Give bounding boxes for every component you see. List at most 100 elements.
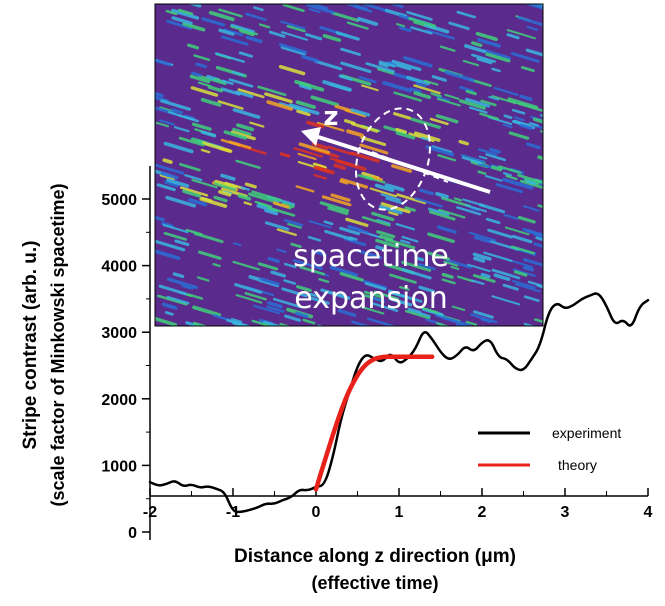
inset-stripe: [339, 272, 364, 282]
inset-stripe: [468, 331, 487, 337]
inset-stripe: [294, 79, 325, 92]
inset-stripe: [511, 108, 526, 115]
inset-stripe: [267, 256, 280, 263]
inset-border: [154, 3, 544, 327]
inset-stripe: [340, 47, 362, 56]
x-tick-label: 0: [312, 504, 321, 521]
inset-stripe: [264, 208, 279, 216]
inset-stripe: [316, 121, 345, 132]
y-tick-label: 1000: [101, 458, 137, 475]
inset-stripe: [174, 239, 190, 247]
inset-stripe: [479, 112, 499, 121]
inset-stripe: [445, 258, 472, 269]
inset-stripe: [477, 38, 501, 48]
inset-stripe: [339, 179, 349, 185]
inset-stripe: [430, 92, 442, 98]
inset-stripe: [281, 287, 308, 298]
inset-stripe: [187, 198, 208, 207]
series-group: [148, 292, 650, 514]
inset-stripe: [406, 10, 433, 21]
inset-stripe: [191, 178, 218, 189]
inset-stripe: [166, 295, 190, 305]
inset-stripe: [257, 85, 287, 97]
inset-stripe: [444, 93, 460, 100]
inset-stripe: [305, 4, 335, 15]
inset-stripe: [155, 59, 171, 67]
inset-stripe: [276, 248, 287, 254]
inset-stripe: [179, 186, 209, 197]
inset-stripe: [461, 156, 483, 165]
x-tick-label: 2: [478, 504, 487, 521]
inset-stripe: [297, 152, 317, 160]
inset-stripe: [328, 83, 351, 92]
inset-stripe: [159, 106, 175, 113]
inset-stripe: [294, 311, 309, 318]
inset-stripe: [217, 100, 244, 110]
inset-stripe: [279, 322, 292, 326]
inset-stripe: [243, 201, 252, 206]
inset-stripe: [395, 222, 416, 231]
inset-stripe: [232, 108, 261, 119]
inset-stripe: [465, 320, 478, 326]
inset-stripe: [350, 108, 371, 117]
inset-stripe: [306, 120, 325, 129]
inset-stripe: [441, 278, 456, 285]
inset-stripe: [439, 325, 444, 326]
inset-stripe: [473, 235, 492, 244]
inset-stripe: [232, 127, 252, 136]
inset-stripe: [364, 282, 387, 291]
inset-stripe: [471, 41, 483, 48]
inset-z-label: z: [323, 102, 338, 132]
inset-stripe: [526, 142, 541, 150]
inset-stripe: [408, 17, 437, 28]
inset-stripe: [213, 195, 228, 203]
inset-stripe: [308, 7, 321, 14]
inset-stripe: [493, 273, 511, 281]
inset-stripe: [374, 183, 395, 193]
inset-stripe: [350, 122, 379, 133]
inset-stripe: [155, 316, 178, 326]
inset-stripe: [298, 142, 331, 155]
inset-stripe: [502, 172, 512, 177]
inset-stripe: [401, 235, 419, 243]
inset-arrow-shaft: [311, 133, 491, 194]
inset-stripe: [155, 249, 181, 261]
inset-stripe: [193, 232, 224, 244]
inset-stripe: [482, 325, 487, 326]
inset-stripe: [485, 52, 511, 63]
inset-stripe: [484, 49, 512, 60]
inset-stripe: [375, 238, 400, 249]
inset-stripe: [548, 226, 569, 232]
inset-stripe: [522, 227, 543, 237]
inset-stripe: [272, 201, 290, 209]
inset-stripe: [506, 29, 537, 40]
inset-stripe: [308, 220, 332, 229]
inset-stripe: [413, 91, 432, 100]
inset-stripe: [195, 62, 208, 69]
y-tick-label: 2000: [101, 392, 137, 409]
inset-stripe: [351, 320, 372, 326]
inset-stripe: [290, 242, 302, 249]
inset-stripe: [401, 268, 432, 280]
inset-stripe: [456, 325, 458, 326]
inset-stripe: [512, 330, 536, 337]
inset-stripe: [192, 321, 209, 326]
inset-stripe: [329, 265, 358, 277]
inset-stripe: [519, 123, 533, 130]
inset-dashed-ellipse: [355, 107, 431, 211]
inset-stripe: [313, 173, 328, 180]
inset-stripe: [360, 306, 385, 315]
inset-stripe: [312, 162, 327, 169]
inset-dashed-line: [371, 151, 449, 183]
inset-stripe: [161, 302, 178, 310]
inset-stripe: [166, 19, 193, 30]
inset-stripe: [166, 277, 199, 290]
inset-stripe: [378, 62, 389, 68]
y-tick-label: 3000: [101, 325, 137, 342]
inset-stripe: [419, 188, 435, 196]
inset-stripe: [493, 86, 519, 96]
inset-stripe: [228, 78, 254, 88]
inset-stripe: [489, 147, 501, 154]
inset-stripe: [470, 206, 480, 212]
inset-stripe: [423, 79, 439, 86]
